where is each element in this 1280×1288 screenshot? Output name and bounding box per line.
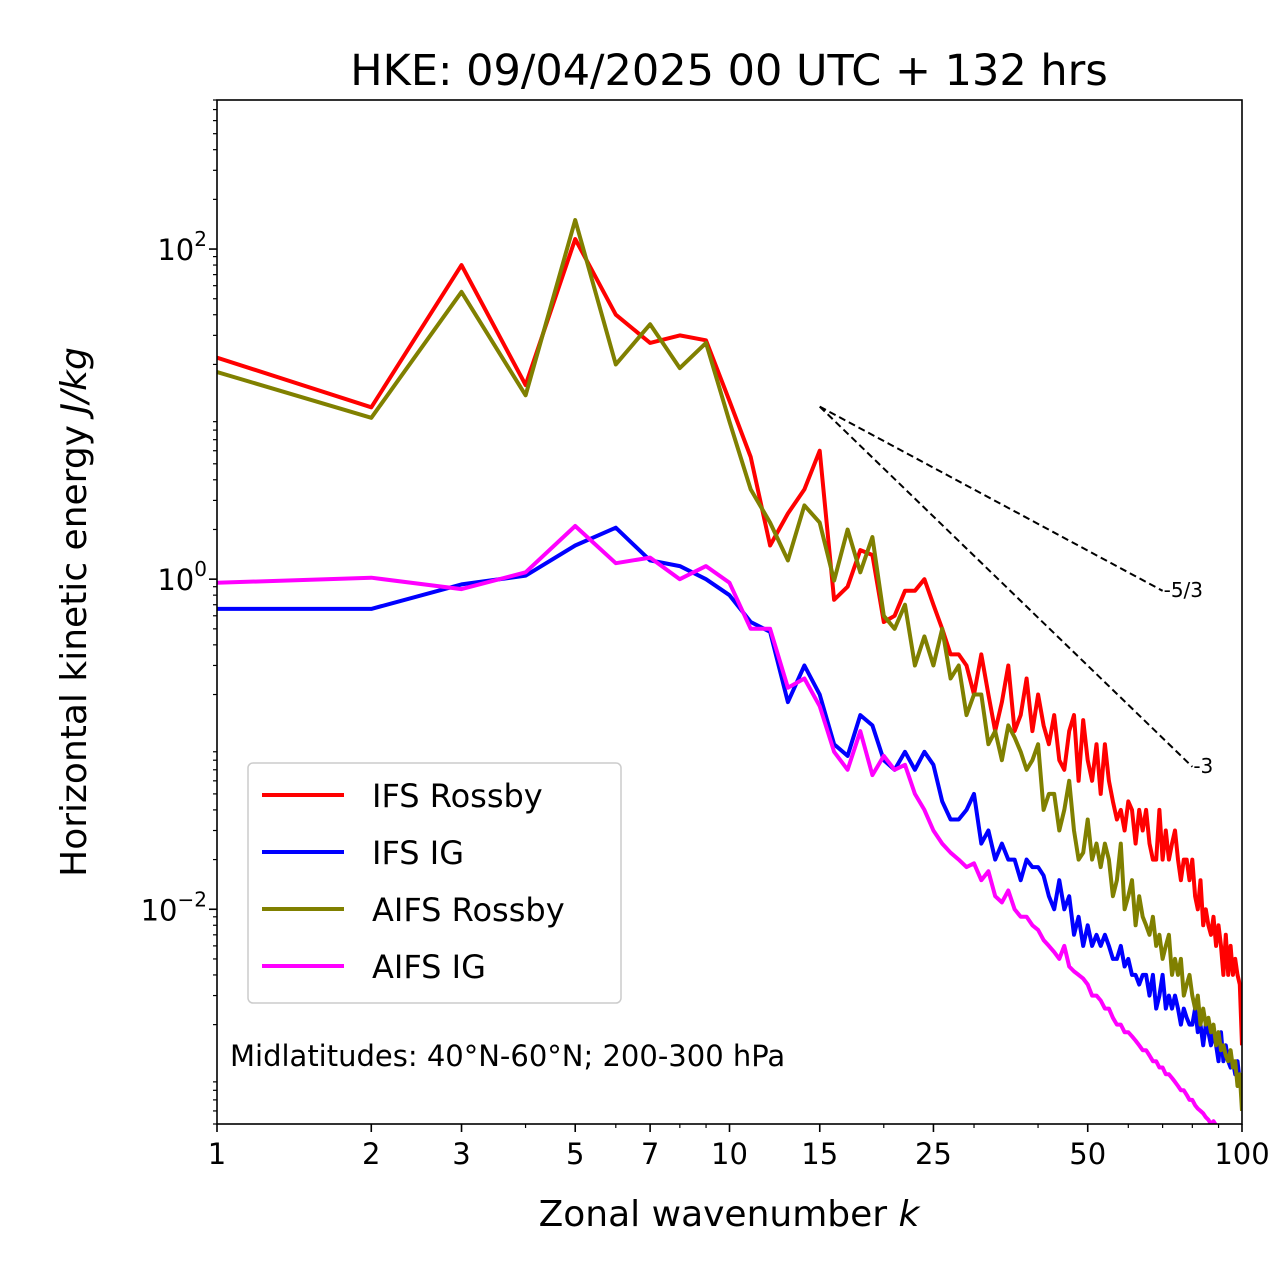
series-line-ifs-rossby xyxy=(217,237,1242,1046)
reference-slope-label: -5/3 xyxy=(1164,578,1203,602)
x-tick-label: 3 xyxy=(452,1137,470,1171)
x-axis-label-var: k xyxy=(899,1194,922,1235)
legend-box xyxy=(247,762,622,1004)
x-tick-label: 5 xyxy=(566,1137,584,1171)
x-axis-label-text: Zonal wavenumber xyxy=(539,1194,899,1235)
legend-label: AIFS IG xyxy=(372,948,486,986)
x-tick-label: 100 xyxy=(1214,1137,1269,1171)
x-tick-label: 15 xyxy=(801,1137,838,1171)
y-tick-label: 10−2 xyxy=(141,887,207,927)
series-line-aifs-rossby xyxy=(217,218,1242,1112)
chart-title: HKE: 09/04/2025 00 UTC + 132 hrs xyxy=(350,46,1107,96)
x-tick-label: 25 xyxy=(915,1137,952,1171)
x-tick-label: 50 xyxy=(1069,1137,1106,1171)
axis-ticks: 1 2 3 5 7 10 15 25 50 100 102 100 10−2 xyxy=(141,99,1270,1171)
series-line-ifs-ig xyxy=(217,525,1242,1087)
y-axis-label-text: Horizontal kinetic energy xyxy=(54,414,95,877)
y-tick-label: 102 xyxy=(157,227,207,267)
legend-label: IFS Rossby xyxy=(372,777,543,815)
y-tick-label: 100 xyxy=(157,557,207,597)
reference-slope-label: -3 xyxy=(1193,754,1213,778)
y-axis-label: Horizontal kinetic energy J/kg xyxy=(54,347,95,877)
legend-label: AIFS Rossby xyxy=(372,891,565,929)
reference-slopes: -5/3 -3 xyxy=(819,405,1213,778)
legend-label: IFS IG xyxy=(372,834,464,872)
y-axis-label-unit: J/kg xyxy=(54,347,95,419)
series-line-aifs-ig xyxy=(217,524,1218,1124)
reference-slope-line xyxy=(819,405,1194,768)
x-tick-label: 7 xyxy=(641,1137,659,1171)
x-tick-label: 1 xyxy=(208,1137,226,1171)
x-tick-label: 10 xyxy=(711,1137,748,1171)
x-tick-label: 2 xyxy=(362,1137,380,1171)
series-layer xyxy=(217,218,1242,1124)
region-annotation: Midlatitudes: 40°N-60°N; 200-300 hPa xyxy=(230,1039,785,1073)
x-axis-label: Zonal wavenumber k xyxy=(539,1194,922,1235)
plot-frame xyxy=(216,99,1243,1125)
legend: IFS Rossby IFS IG AIFS Rossby AIFS IG xyxy=(247,762,622,1004)
reference-slope-line xyxy=(819,405,1164,592)
